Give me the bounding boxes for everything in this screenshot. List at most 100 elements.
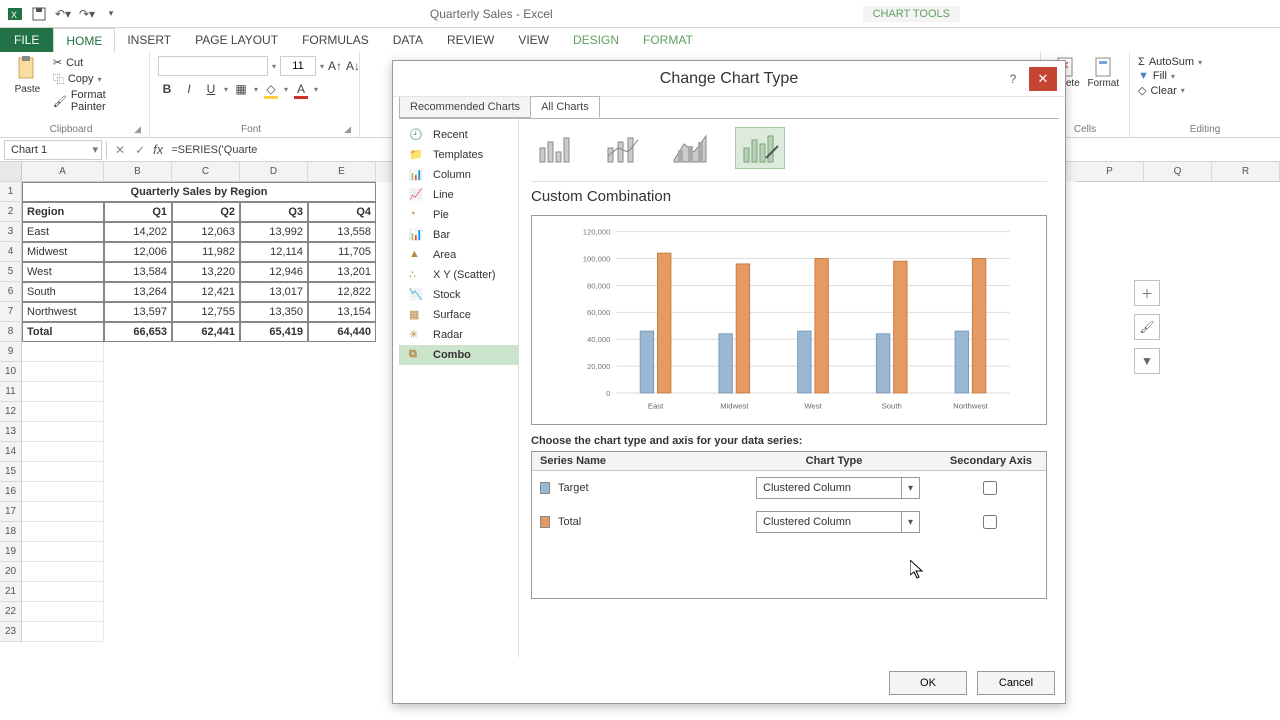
font-launcher-icon[interactable]: ◢ [344,124,351,135]
select-all-corner[interactable] [0,162,22,182]
cancel-formula-icon[interactable]: ✕ [115,143,125,157]
close-icon[interactable]: ✕ [1029,67,1057,91]
secondary-axis-checkbox[interactable] [983,515,997,529]
col-header[interactable]: C [172,162,240,182]
chart-filter-icon[interactable]: ▼ [1134,348,1160,374]
category-combo[interactable]: ⧉Combo [399,345,518,365]
col-header[interactable]: R [1212,162,1280,182]
undo-icon[interactable]: ↶▾ [54,5,72,23]
cell[interactable]: East [22,222,104,242]
bold-button[interactable]: B [158,80,176,98]
fx-icon[interactable]: fx [153,142,163,157]
row-header[interactable]: 17 [0,502,22,522]
cell[interactable]: 11,982 [172,242,240,262]
tab-format[interactable]: FORMAT [631,28,705,52]
cell[interactable]: Total [22,322,104,342]
tab-review[interactable]: REVIEW [435,28,506,52]
cell[interactable]: 66,653 [104,322,172,342]
category-stock[interactable]: 📉Stock [399,285,518,305]
copy-button[interactable]: ⿻Copy▾ [53,71,141,87]
accept-formula-icon[interactable]: ✓ [135,143,145,157]
title-cell[interactable]: Quarterly Sales by Region [22,182,376,202]
cell[interactable]: West [22,262,104,282]
col-header[interactable]: Q [1144,162,1212,182]
category-pie[interactable]: ◔Pie [399,205,518,225]
row-header[interactable]: 13 [0,422,22,442]
row-header[interactable]: 6 [0,282,22,302]
tab-recommended-charts[interactable]: Recommended Charts [399,96,531,118]
row-header[interactable]: 3 [0,222,22,242]
cell[interactable]: 11,705 [308,242,376,262]
cell[interactable]: South [22,282,104,302]
cell[interactable]: 12,946 [240,262,308,282]
italic-button[interactable]: I [180,80,198,98]
row-header[interactable]: 18 [0,522,22,542]
fill-button[interactable]: ▼Fill▾ [1138,70,1272,82]
autosum-button[interactable]: ΣAutoSum▾ [1138,56,1272,68]
qat-customize-icon[interactable]: ▾ [102,5,120,23]
clipboard-launcher-icon[interactable]: ◢ [134,124,141,135]
cell[interactable]: 12,755 [172,302,240,322]
col-header[interactable]: B [104,162,172,182]
cell[interactable]: Midwest [22,242,104,262]
fill-color-button[interactable]: ◇ [262,80,280,98]
cut-button[interactable]: ✂Cut [53,56,141,69]
row-header[interactable]: 22 [0,602,22,622]
row-header[interactable]: 20 [0,562,22,582]
row-header[interactable]: 16 [0,482,22,502]
row-header[interactable]: 4 [0,242,22,262]
category-bar[interactable]: 📊Bar [399,225,518,245]
row-header[interactable]: 19 [0,542,22,562]
format-painter-button[interactable]: 🖌Format Painter [53,89,141,113]
category-recent[interactable]: 🕘Recent [399,125,518,145]
cell[interactable]: 13,220 [172,262,240,282]
cell[interactable]: Northwest [22,302,104,322]
category-column[interactable]: 📊Column [399,165,518,185]
col-header[interactable]: P [1076,162,1144,182]
cell[interactable]: 12,006 [104,242,172,262]
category-radar[interactable]: ✳Radar [399,325,518,345]
chart-brush-icon[interactable]: 🖌 [1134,314,1160,340]
cancel-button[interactable]: Cancel [977,671,1055,695]
cell[interactable]: 64,440 [308,322,376,342]
combo-subtype-3[interactable] [667,127,717,169]
font-size-input[interactable] [280,56,316,76]
row-header[interactable]: 10 [0,362,22,382]
chevron-down-icon[interactable]: ▾ [92,143,98,156]
cell[interactable]: 12,063 [172,222,240,242]
category-x-y--scatter-[interactable]: ∴X Y (Scatter) [399,265,518,285]
tab-all-charts[interactable]: All Charts [530,96,600,118]
col-header[interactable]: D [240,162,308,182]
row-header[interactable]: 21 [0,582,22,602]
redo-icon[interactable]: ↷▾ [78,5,96,23]
cell[interactable]: Q3 [240,202,308,222]
row-header[interactable]: 23 [0,622,22,642]
cell[interactable]: 13,992 [240,222,308,242]
font-color-button[interactable]: A [292,80,310,98]
combo-subtype-custom[interactable] [735,127,785,169]
help-icon[interactable]: ? [1001,67,1025,91]
category-templates[interactable]: 📁Templates [399,145,518,165]
paste-button[interactable]: Paste [8,56,47,113]
cell[interactable]: Q2 [172,202,240,222]
category-surface[interactable]: ▦Surface [399,305,518,325]
font-name-input[interactable] [158,56,268,76]
cell[interactable]: Region [22,202,104,222]
shrink-font-icon[interactable]: A↓ [346,57,360,75]
tab-home[interactable]: HOME [53,28,115,52]
chart-type-select[interactable]: Clustered Column▾ [756,477,920,499]
tab-page-layout[interactable]: PAGE LAYOUT [183,28,290,52]
cell[interactable]: 13,154 [308,302,376,322]
row-header[interactable]: 11 [0,382,22,402]
cell[interactable]: 12,114 [240,242,308,262]
cell[interactable]: 14,202 [104,222,172,242]
col-header[interactable]: A [22,162,104,182]
name-box[interactable]: Chart 1▾ [4,140,102,160]
cell[interactable]: Q4 [308,202,376,222]
chart-type-select[interactable]: Clustered Column▾ [756,511,920,533]
secondary-axis-checkbox[interactable] [983,481,997,495]
cell[interactable]: 13,350 [240,302,308,322]
file-tab[interactable]: FILE [0,28,53,52]
cell[interactable]: 62,441 [172,322,240,342]
cell[interactable]: 65,419 [240,322,308,342]
